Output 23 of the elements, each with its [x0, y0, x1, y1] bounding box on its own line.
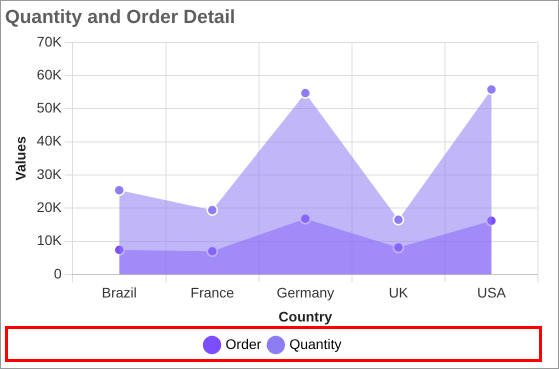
- y-tick-label: 0: [54, 265, 62, 282]
- x-tick-label: UK: [388, 284, 409, 301]
- chart-title: Quantity and Order Detail: [5, 7, 236, 29]
- y-tick-label: 30K: [36, 166, 62, 182]
- legend-label: Quantity: [289, 336, 342, 352]
- x-tick-label: Germany: [276, 284, 334, 301]
- y-axis-title: Values: [12, 136, 28, 181]
- x-axis-title: Country: [278, 308, 332, 324]
- y-tick-label: 50K: [36, 100, 62, 116]
- y-tick-label: 70K: [36, 33, 62, 50]
- point: [300, 87, 312, 99]
- point: [392, 242, 404, 254]
- y-tick-label: 40K: [36, 132, 62, 149]
- x-tick-label: USA: [477, 284, 507, 301]
- y-tick-label: 20K: [36, 198, 62, 215]
- y-tick-label: 60K: [36, 66, 62, 82]
- legend-label: Order: [226, 336, 262, 352]
- x-tick-label: France: [190, 284, 234, 301]
- y-tick-label: 10K: [36, 232, 62, 248]
- point: [392, 214, 404, 226]
- point: [486, 84, 498, 96]
- x-tick-label: Brazil: [102, 284, 137, 301]
- point: [206, 204, 218, 216]
